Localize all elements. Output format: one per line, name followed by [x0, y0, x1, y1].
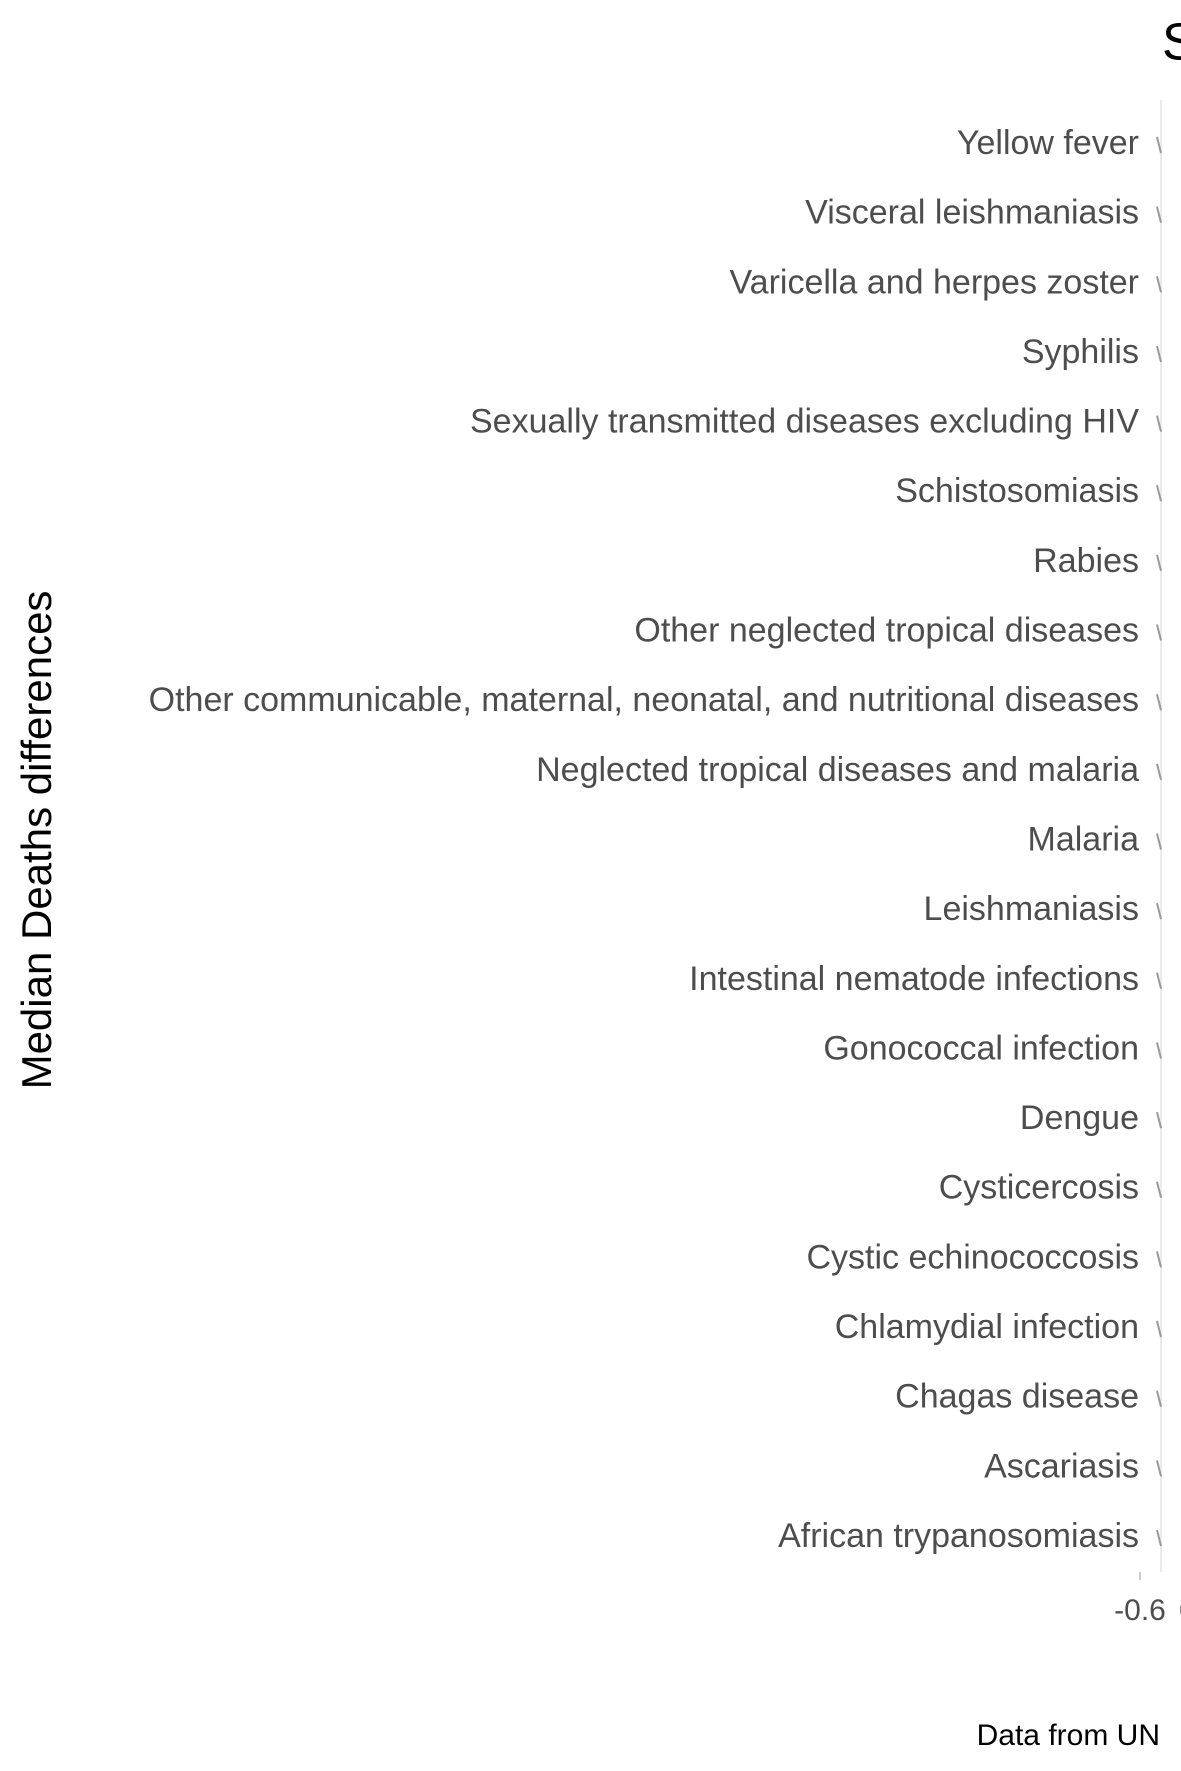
y-tick-label: Yellow fever: [957, 124, 1139, 162]
y-tick-label: Neglected tropical diseases and malaria: [536, 751, 1139, 789]
y-tick: [1156, 1529, 1162, 1547]
y-tick: [1156, 1460, 1162, 1477]
y-tick: [1156, 1320, 1162, 1338]
y-tick: [1156, 902, 1162, 920]
y-tick: [1156, 136, 1162, 154]
x-tick-label: 0.6: [1179, 1594, 1181, 1627]
y-tick-label: Other communicable, maternal, neonatal, …: [149, 681, 1139, 719]
y-tick-label: Cysticercosis: [939, 1169, 1139, 1207]
caption: Data from UN: [977, 1719, 1160, 1752]
y-axis-title: Median Deaths differences: [13, 591, 60, 1090]
y-tick: [1156, 833, 1162, 850]
y-tick: [1156, 415, 1162, 432]
y-tick: [1156, 1042, 1162, 1059]
y-tick: [1156, 554, 1162, 572]
y-tick-label: Leishmaniasis: [924, 890, 1139, 928]
y-tick: [1156, 1111, 1162, 1129]
y-tick-label: Chlamydial infection: [835, 1308, 1139, 1346]
y-tick-label: Cystic echinococcosis: [806, 1238, 1139, 1276]
y-tick: [1156, 206, 1162, 223]
y-tick-label: Gonococcal infection: [823, 1029, 1139, 1067]
y-tick-label: Dengue: [1020, 1099, 1139, 1137]
y-tick-label: African trypanosomiasis: [778, 1517, 1139, 1555]
y-tick: [1156, 345, 1162, 363]
y-tick-label: Varicella and herpes zoster: [730, 263, 1139, 301]
chart-title: S: [1162, 14, 1181, 72]
y-tick-label: Schistosomiasis: [895, 472, 1139, 510]
y-tick: [1156, 276, 1162, 293]
y-tick-label: Chagas disease: [895, 1378, 1139, 1416]
y-tick-label: Ascariasis: [984, 1447, 1139, 1485]
y-tick: [1156, 485, 1162, 502]
y-tick-label: Sexually transmitted diseases excluding …: [470, 403, 1139, 441]
y-tick-label: Visceral leishmaniasis: [805, 194, 1139, 232]
y-tick: [1156, 1390, 1162, 1407]
y-tick: [1156, 693, 1162, 711]
y-tick-label: Malaria: [1028, 820, 1140, 858]
y-tick-label: Syphilis: [1022, 333, 1139, 371]
y-tick-label: Rabies: [1033, 542, 1139, 580]
y-tick: [1156, 763, 1162, 781]
x-tick-label: -0.6: [1114, 1594, 1166, 1627]
y-tick-label: Intestinal nematode infections: [689, 960, 1139, 998]
y-tick: [1156, 1181, 1162, 1198]
y-tick-label: Other neglected tropical diseases: [634, 612, 1139, 650]
y-tick: [1156, 1251, 1162, 1268]
y-tick: [1156, 972, 1162, 990]
y-tick: [1156, 624, 1162, 641]
